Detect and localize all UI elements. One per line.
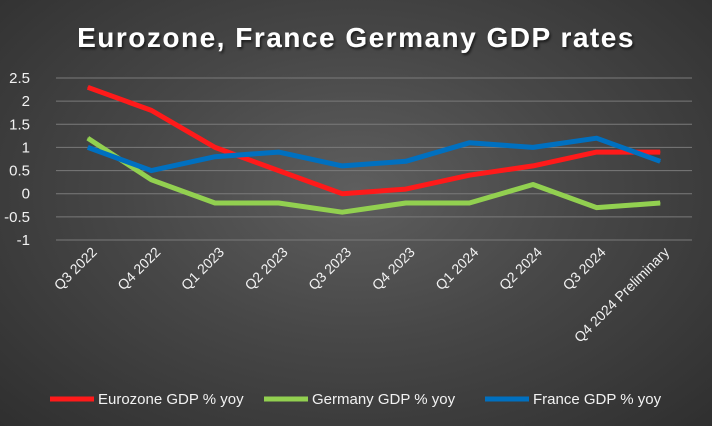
x-tick-label: Q2 2023 [241, 244, 290, 293]
x-tick-label: Q3 2023 [305, 244, 354, 293]
data-point [87, 86, 89, 88]
series-line-eurozone [86, 84, 661, 197]
data-point [596, 151, 598, 153]
x-tick-label: Q1 2024 [432, 244, 481, 293]
data-point [214, 202, 216, 204]
series-lines [86, 84, 662, 215]
x-tick-label: Q1 2023 [178, 244, 227, 293]
data-point [532, 165, 534, 167]
data-point [405, 160, 407, 162]
series-line-germany [86, 136, 661, 215]
x-axis-tick-labels: Q3 2022 Q4 2022 Q1 2023 Q2 2023 Q3 2023 Q4 20… [51, 244, 673, 346]
data-point [405, 188, 407, 190]
data-point [150, 179, 152, 181]
data-point [87, 137, 89, 139]
data-point [278, 202, 280, 204]
chart-title: Eurozone, France Germany GDP rates [77, 22, 635, 53]
legend-label: Germany GDP % yoy [312, 391, 456, 408]
data-point [150, 170, 152, 172]
x-tick-label: Q3 2022 [51, 244, 100, 293]
y-tick-label: -1 [17, 232, 30, 249]
data-point [405, 202, 407, 204]
data-point [468, 174, 470, 176]
grid-lines [56, 77, 692, 241]
data-point [596, 137, 598, 139]
data-point [150, 109, 152, 111]
legend: Eurozone GDP % yoy Germany GDP % yoy Franc… [50, 391, 662, 408]
data-point [341, 165, 343, 167]
data-point [278, 151, 280, 153]
data-point [659, 151, 661, 153]
y-tick-label: 1.5 [9, 116, 30, 133]
data-point [659, 202, 661, 204]
y-tick-label: -0.5 [4, 209, 30, 226]
data-point [341, 193, 343, 195]
data-point [341, 211, 343, 213]
x-tick-label: Q3 2024 [559, 244, 608, 293]
y-tick-label: 1 [22, 139, 30, 156]
data-point [214, 156, 216, 158]
legend-label: France GDP % yoy [533, 391, 662, 408]
x-tick-label: Q2 2024 [496, 244, 545, 293]
data-point [596, 207, 598, 209]
y-tick-label: 0.5 [9, 163, 30, 180]
data-point [532, 146, 534, 148]
legend-label: Eurozone GDP % yoy [98, 391, 244, 408]
data-point [278, 170, 280, 172]
data-point [532, 183, 534, 185]
y-tick-label: 2.5 [9, 70, 30, 87]
y-axis-tick-labels: 2.5 2 1.5 1 0.5 0 -0.5 -1 [4, 70, 30, 249]
data-point [468, 142, 470, 144]
data-point [87, 146, 89, 148]
y-tick-label: 0 [22, 186, 30, 203]
data-point [659, 160, 661, 162]
x-tick-label: Q4 2023 [369, 244, 418, 293]
data-point [214, 146, 216, 148]
series-line-france [86, 135, 662, 174]
y-tick-label: 2 [22, 93, 30, 110]
x-tick-label: Q4 2022 [114, 244, 163, 293]
data-point [468, 202, 470, 204]
